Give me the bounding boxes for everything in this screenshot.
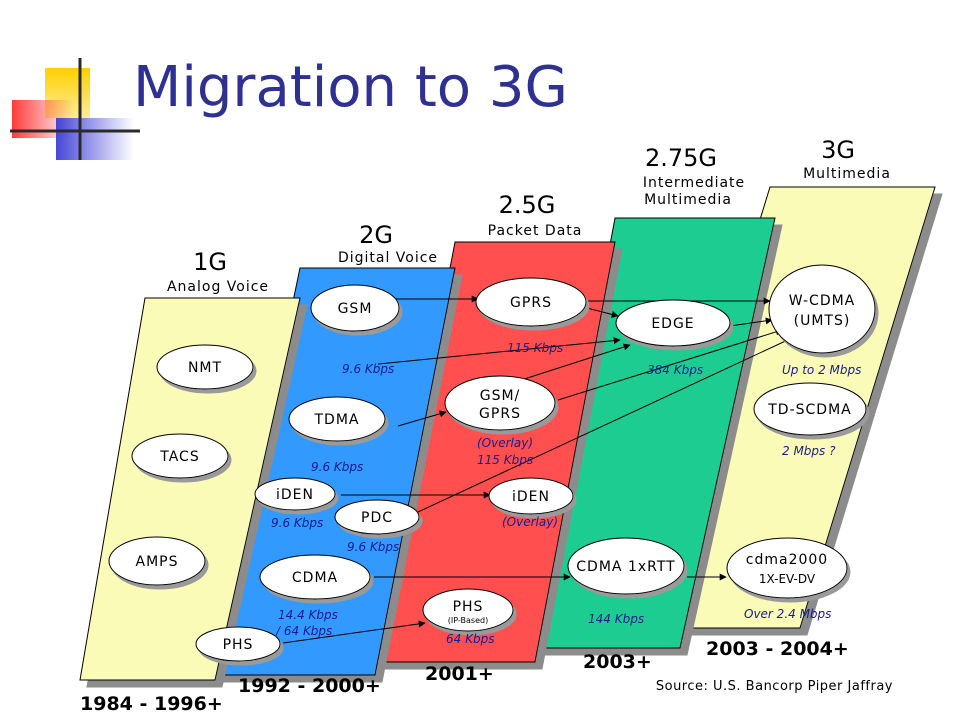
node-iden-2g-label: iDEN — [276, 487, 314, 503]
speed-edge: 384 Kbps — [647, 363, 703, 377]
speed-pdc: 9.6 Kbps — [347, 540, 399, 554]
node-edge: EDGE — [615, 299, 731, 347]
node-nmt: NMT — [156, 344, 254, 390]
node-cdma-1xrtt-label: CDMA 1xRTT — [576, 559, 675, 575]
node-td-scdma: TD-SCDMA — [753, 382, 867, 436]
arrow-phs-phs — [282, 620, 426, 644]
speed-cdma-1xrtt: 144 Kbps — [588, 612, 644, 626]
node-edge-label: EDGE — [651, 316, 694, 332]
node-gprs: GPRS — [475, 277, 587, 327]
speed-gprs: 115 Kbps — [507, 341, 563, 355]
node-amps: AMPS — [108, 536, 206, 586]
speed-gsm: 9.6 Kbps — [342, 362, 394, 376]
years-2-5g: 2001+ — [425, 663, 494, 685]
node-tdma-label: TDMA — [314, 412, 360, 428]
node-wcdma-label-1: W-CDMA — [789, 293, 856, 309]
header-1g-subtitle: Analog Voice — [167, 279, 269, 295]
node-cdma2000-label-2: 1X-EV-DV — [759, 572, 816, 586]
node-cdma-1xrtt: CDMA 1xRTT — [567, 537, 685, 595]
node-wcdma-label-2: (UMTS) — [794, 313, 851, 329]
node-tdma: TDMA — [288, 396, 386, 442]
node-nmt-label: NMT — [188, 360, 222, 376]
arrow-pdc-wcdma — [417, 337, 793, 513]
node-iden-2-5g: iDEN — [488, 477, 574, 515]
node-gsm: GSM — [310, 284, 400, 332]
speed-iden-2-5g: (Overlay) — [502, 515, 558, 529]
arrow-gsmgprs-wcdma — [557, 328, 783, 401]
arrow-gsm-edge — [377, 337, 621, 365]
node-cdma2000-label-1: cdma2000 — [746, 552, 828, 568]
node-gsm-gprs: GSM/ GPRS — [444, 375, 556, 431]
header-3g-subtitle: Multimedia — [803, 166, 891, 182]
speed-tdma: 9.6 Kbps — [311, 460, 363, 474]
header-1g: 1G — [193, 248, 227, 276]
node-gprs-label: GPRS — [510, 295, 552, 311]
years-2-75g: 2003+ — [583, 651, 652, 673]
speed-wcdma: Up to 2 Mbps — [782, 363, 861, 377]
node-td-scdma-label: TD-SCDMA — [767, 402, 851, 418]
node-cdma: CDMA — [259, 554, 371, 600]
node-phs-2g: PHS — [195, 626, 281, 662]
node-pdc: PDC — [334, 499, 420, 535]
arrow-edge-wcdma — [729, 317, 773, 327]
node-phs-2-5g-label: PHS — [453, 599, 484, 615]
header-2g: 2G — [359, 221, 393, 249]
years-2g: 1992 - 2000+ — [238, 675, 381, 697]
node-phs-2-5g-sublabel: (IP-Based) — [448, 616, 488, 625]
header-3g: 3G — [821, 136, 855, 164]
header-2-75g-subtitle-1: Intermediate — [643, 175, 745, 191]
speed-cdma-1: 14.4 Kbps — [278, 608, 338, 622]
node-gsm-gprs-label-1: GSM/ — [480, 388, 521, 404]
years-1g: 1984 - 1996+ — [80, 693, 223, 715]
arrow-gprs-edge — [586, 307, 619, 318]
header-2g-subtitle: Digital Voice — [338, 250, 438, 266]
migration-arrows — [282, 295, 793, 644]
decorative-logo-icon — [10, 58, 140, 160]
node-phs-2-5g: PHS (IP-Based) — [422, 588, 514, 632]
header-2-5g: 2.5G — [499, 191, 556, 219]
speed-phs-2-5g: 64 Kbps — [446, 632, 494, 646]
band-1g — [79, 297, 301, 681]
slide-title: Migration to 3G — [133, 55, 568, 120]
source-citation: Source: U.S. Bancorp Piper Jaffray — [656, 679, 893, 694]
speed-iden: 9.6 Kbps — [271, 516, 323, 530]
speed-cdma-2: / 64 Kbps — [275, 624, 332, 638]
speed-gsm-gprs-2: 115 Kbps — [477, 453, 533, 467]
node-cdma2000: cdma2000 1X-EV-DV — [726, 537, 848, 599]
node-amps-label: AMPS — [136, 554, 179, 570]
node-gsm-gprs-label-2: GPRS — [479, 406, 521, 422]
header-2-5g-subtitle: Packet Data — [488, 223, 583, 239]
years-3g: 2003 - 2004+ — [706, 638, 849, 660]
speed-cdma2000: Over 2.4 Mbps — [744, 607, 831, 621]
node-tacs-label: TACS — [159, 449, 199, 465]
speed-gsm-gprs-1: (Overlay) — [477, 436, 533, 450]
speed-td-scdma: 2 Mbps ? — [782, 444, 836, 458]
header-2-75g: 2.75G — [645, 144, 717, 172]
node-wcdma: W-CDMA (UMTS) — [768, 264, 876, 354]
node-iden-2g: iDEN — [254, 477, 336, 511]
node-tacs: TACS — [131, 433, 229, 479]
node-gsm-label: GSM — [338, 301, 373, 317]
header-2-75g-subtitle-2: Multimedia — [644, 192, 732, 208]
arrow-gsmgprs-edge — [514, 343, 631, 383]
node-pdc-label: PDC — [361, 510, 393, 526]
node-phs-2g-label: PHS — [223, 637, 254, 653]
node-cdma-label: CDMA — [292, 570, 338, 586]
node-iden-2-5g-label: iDEN — [512, 489, 550, 505]
arrow-tdma-gsmgprs — [397, 410, 447, 427]
